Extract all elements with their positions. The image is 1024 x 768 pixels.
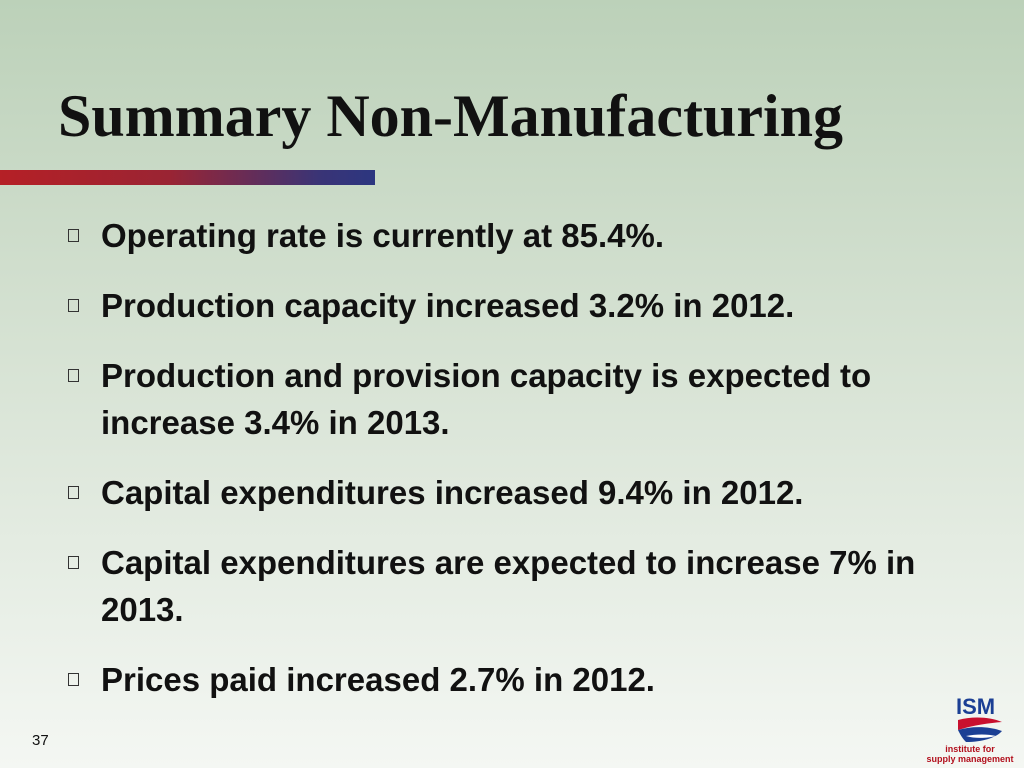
bullet-square-icon [68,486,79,499]
bullet-square-icon [68,369,79,382]
bullet-text: Operating rate is currently at 85.4%. [101,217,665,254]
ism-logo-caption-line2: supply management [926,754,1014,764]
bullet-square-icon [68,556,79,569]
title-underline-bar [0,170,375,185]
bullet-square-icon [68,229,79,242]
bullet-text: Production capacity increased 3.2% in 20… [101,287,795,324]
bullet-item: Production and provision capacity is exp… [68,352,988,446]
bullet-text: Capital expenditures increased 9.4% in 2… [101,474,804,511]
bullet-item: Capital expenditures are expected to inc… [68,539,988,633]
bullet-item: Production capacity increased 3.2% in 20… [68,282,988,329]
ism-logo-caption-line1: institute for [945,744,995,754]
bullet-list: Operating rate is currently at 85.4%. Pr… [68,212,988,726]
bullet-item: Operating rate is currently at 85.4%. [68,212,988,259]
slide-title: Summary Non-Manufacturing [58,83,844,149]
page-number: 37 [32,732,49,749]
ism-logo-caption: institute for supply management [918,744,1022,764]
bullet-square-icon [68,299,79,312]
bullet-text: Production and provision capacity is exp… [101,357,872,441]
bullet-item: Capital expenditures increased 9.4% in 2… [68,469,988,516]
bullet-square-icon [68,673,79,686]
bullet-item: Prices paid increased 2.7% in 2012. [68,656,988,703]
bullet-text: Prices paid increased 2.7% in 2012. [101,661,655,698]
ism-logo-icon: ISM [956,694,1002,742]
ism-logo-wordmark: ISM [956,694,995,719]
bullet-text: Capital expenditures are expected to inc… [101,544,916,628]
